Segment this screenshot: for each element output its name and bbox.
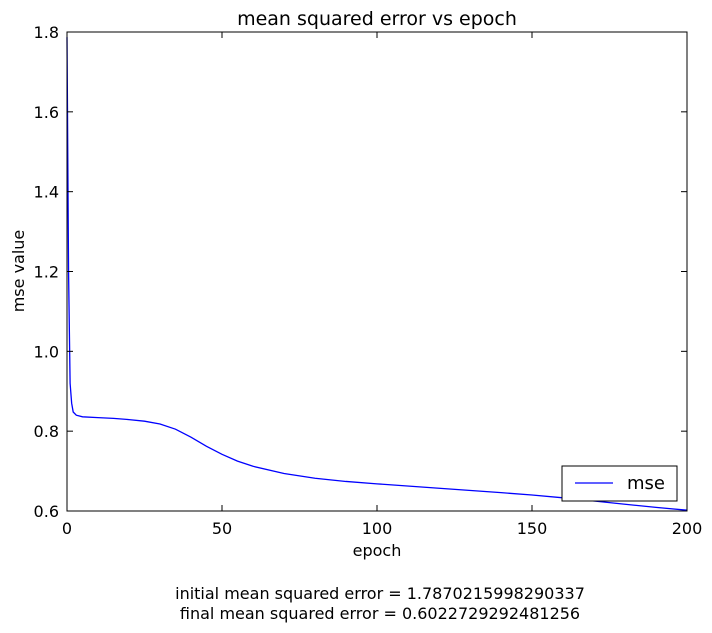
x-tick-label: 150 <box>517 519 548 538</box>
axes-frame <box>66 31 688 512</box>
legend-label-mse: mse <box>627 473 665 494</box>
legend: mse <box>561 465 678 502</box>
x-tick-label: 50 <box>212 519 232 538</box>
y-tick-label: 0.8 <box>34 422 59 441</box>
caption-initial-mse: initial mean squared error = 1.787021599… <box>175 584 585 603</box>
y-tick-label: 1.2 <box>34 263 59 282</box>
y-tick-label: 1.8 <box>34 23 59 42</box>
x-tick-label: 0 <box>62 519 72 538</box>
series-line-mse <box>66 37 688 511</box>
x-tick-label: 100 <box>362 519 393 538</box>
plot-area <box>66 31 688 512</box>
mse-chart: mean squared error vs epoch 0 50 100 150 200… <box>9 8 703 560</box>
x-tick-label: 200 <box>672 519 703 538</box>
y-tick-label: 1.0 <box>34 342 59 361</box>
axis-ticks: 0 50 100 150 200 0.6 0.8 1.0 1.2 1.4 1.6 1.8 <box>34 23 703 538</box>
chart-title: mean squared error vs epoch <box>237 8 517 30</box>
y-tick-label: 1.6 <box>34 103 59 122</box>
caption-final-mse: final mean squared error = 0.60227292924… <box>179 604 581 623</box>
y-axis-label: mse value <box>9 230 28 313</box>
y-tick-label: 1.4 <box>34 183 59 202</box>
y-tick-label: 0.6 <box>34 502 59 521</box>
x-axis-label: epoch <box>353 541 402 560</box>
